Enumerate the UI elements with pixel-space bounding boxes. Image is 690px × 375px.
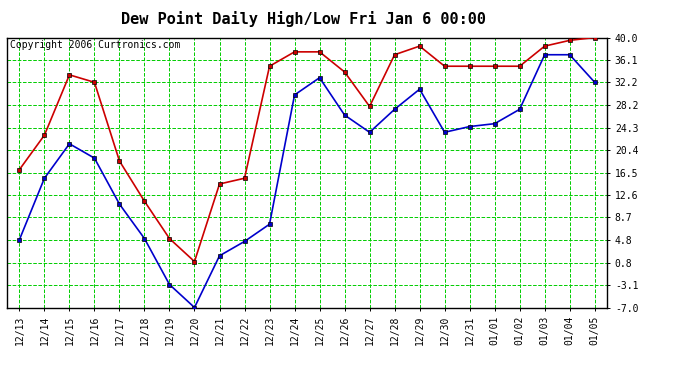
Text: Copyright 2006 Curtronics.com: Copyright 2006 Curtronics.com: [10, 40, 180, 50]
Text: Dew Point Daily High/Low Fri Jan 6 00:00: Dew Point Daily High/Low Fri Jan 6 00:00: [121, 11, 486, 27]
